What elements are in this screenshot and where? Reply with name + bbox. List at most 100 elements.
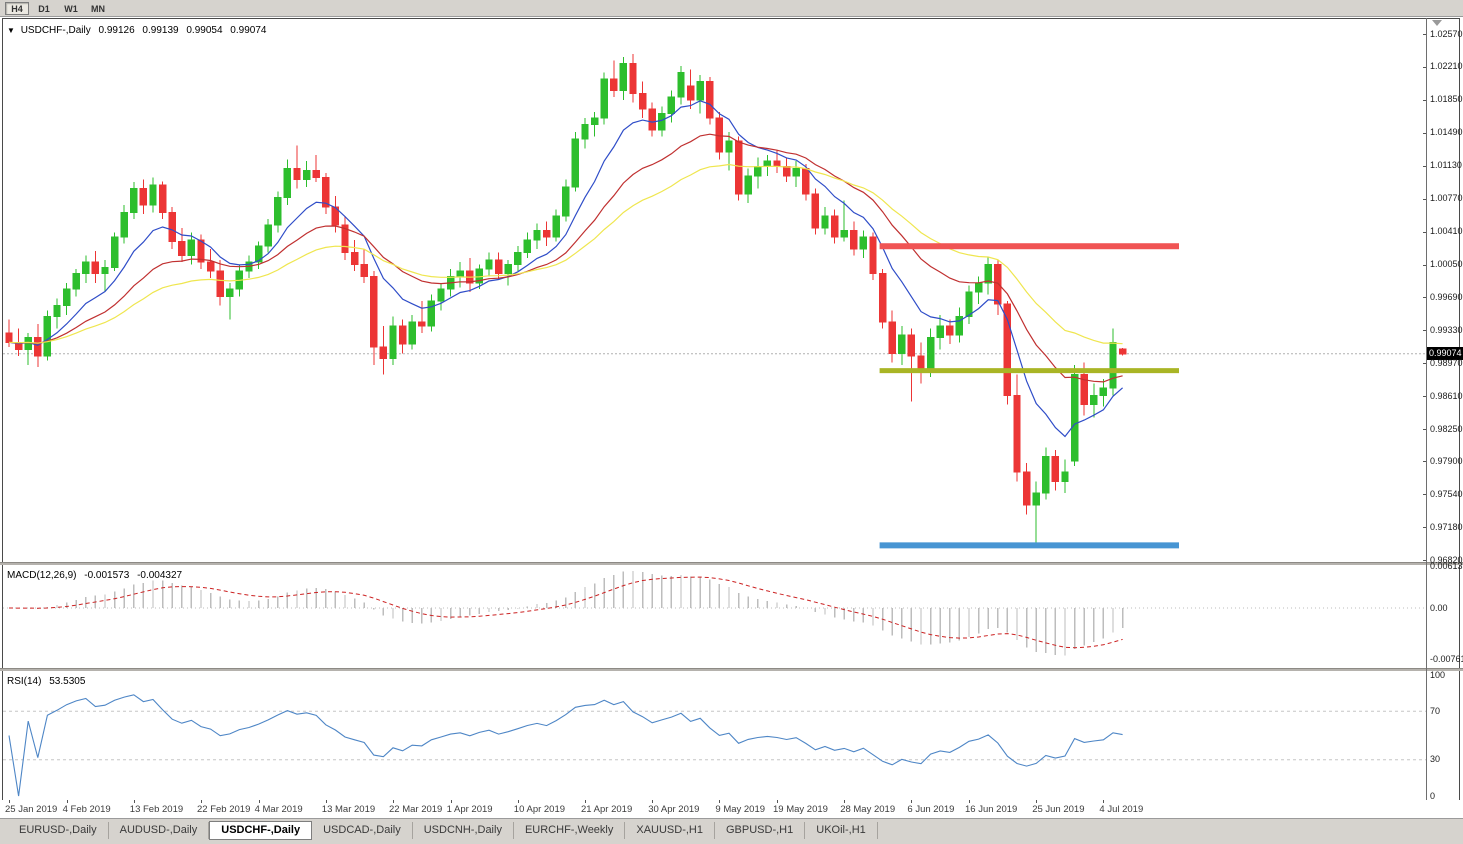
candle (706, 76, 714, 125)
candle (91, 250, 100, 283)
price-axis-label: 0.97180 (1430, 521, 1463, 532)
price-axis-label: 1.02570 (1430, 28, 1463, 39)
chart-tab-usdchf[interactable]: USDCHF-,Daily (209, 821, 313, 840)
timeframe-button-h4[interactable]: H4 (5, 1, 29, 15)
candle (994, 259, 1002, 315)
ma-slow-line (8, 163, 1123, 345)
candle (974, 276, 983, 304)
candle (1099, 378, 1108, 407)
candle-body (754, 166, 762, 177)
chart-tab-audusd[interactable]: AUDUSD-,Daily (109, 822, 210, 839)
candle-body (840, 230, 848, 238)
rsi-canvas[interactable] (3, 671, 1426, 800)
panel-splitter-rsi[interactable] (0, 668, 1463, 671)
date-axis-tick (517, 800, 519, 803)
macd-canvas[interactable] (3, 565, 1426, 668)
price-axis-label: 1.00770 (1430, 193, 1463, 204)
candle (677, 66, 685, 105)
candle (610, 60, 618, 98)
rsi-axis-label: 100 (1430, 669, 1446, 680)
candle-body (341, 224, 349, 254)
candle-body (869, 236, 877, 275)
candle (216, 259, 224, 306)
chart-tab-ukoil[interactable]: UKOil-,H1 (805, 822, 878, 839)
candle-body (802, 167, 810, 195)
candle (437, 282, 445, 311)
candle (859, 230, 868, 259)
candle (82, 255, 90, 283)
candle-body (571, 138, 580, 188)
timeframe-toolbar: H4 D1 W1 MN (0, 0, 1463, 17)
chart-tab-xauusd[interactable]: XAUUSD-,H1 (625, 822, 715, 839)
candle (389, 316, 397, 366)
candle-body (293, 167, 301, 180)
candle (1051, 450, 1060, 491)
ohlc-low: 0.99054 (186, 25, 223, 36)
price-axis-label: 0.96820 (1430, 554, 1463, 565)
candle-body (581, 124, 589, 140)
candle (379, 325, 388, 375)
candle (1022, 463, 1031, 515)
candle (370, 270, 378, 366)
candle (1013, 374, 1021, 482)
price-axis-tick (1423, 165, 1426, 167)
candle-body (254, 245, 263, 263)
collapse-icon[interactable]: ▼ (7, 26, 15, 35)
main-chart-canvas[interactable] (3, 19, 1426, 562)
date-axis-tick (911, 800, 913, 803)
candle (72, 269, 80, 297)
candle-body (648, 108, 656, 131)
candle (5, 319, 13, 347)
price-axis-tick (1423, 461, 1426, 463)
chart-tab-eurchf[interactable]: EURCHF-,Weekly (514, 822, 626, 839)
price-axis-separator (1426, 18, 1427, 800)
chart-window[interactable]: ▼ USDCHF-,Daily 0.99126 0.99139 0.99054 … (0, 17, 1463, 818)
price-axis-label: 0.98250 (1430, 423, 1463, 434)
candle-body (888, 321, 896, 354)
candle (658, 106, 666, 137)
candle (120, 205, 128, 244)
timeframe-button-d1[interactable]: D1 (38, 3, 50, 14)
candle (158, 181, 167, 219)
price-axis-label: 0.99330 (1430, 324, 1463, 335)
candle (1032, 481, 1040, 549)
candle-body (331, 206, 340, 226)
price-axis-tick (1423, 560, 1426, 561)
candle-body (1109, 341, 1117, 389)
candle-body (120, 211, 128, 238)
candle-body (619, 62, 628, 92)
panel-splitter-macd[interactable] (0, 562, 1463, 565)
support-mid-olive (879, 368, 1179, 374)
candle-body (955, 316, 964, 336)
timeframe-button-w1[interactable]: W1 (64, 3, 78, 14)
timeframe-button-mn[interactable]: MN (91, 3, 105, 14)
price-axis-label: 1.02210 (1430, 61, 1463, 72)
candle (850, 221, 858, 256)
candle-body (859, 236, 868, 250)
price-axis-tick (1423, 330, 1426, 332)
candle-body (792, 167, 800, 177)
candle (571, 131, 580, 192)
ma-fast-line (8, 100, 1123, 438)
candle (869, 232, 877, 281)
candle-body (1042, 456, 1050, 494)
chart-tab-eurusd[interactable]: EURUSD-,Daily (8, 822, 109, 839)
price-axis-label: 0.97900 (1430, 455, 1463, 466)
price-axis-tick (1423, 198, 1426, 200)
candle-body (5, 332, 13, 343)
candle (734, 136, 743, 201)
chart-tab-usdcad[interactable]: USDCAD-,Daily (312, 822, 413, 839)
date-axis[interactable]: 25 Jan 2019 4 Feb 2019 13 Feb 2019 22 Feb 2… (0, 800, 1463, 818)
date-axis-tick (969, 800, 970, 803)
candle-body (523, 239, 532, 254)
candle-body (1022, 471, 1031, 506)
candle-body (542, 230, 551, 238)
candle-body (350, 252, 359, 266)
candle-body (677, 71, 685, 98)
candle-body (1099, 387, 1108, 396)
candle (408, 314, 416, 350)
price-axis-tick (1423, 396, 1426, 398)
date-axis-label: 4 Jul 2019 (1099, 804, 1144, 815)
chart-tab-gbpusd[interactable]: GBPUSD-,H1 (715, 822, 806, 839)
chart-tab-usdcnh[interactable]: USDCNH-,Daily (413, 822, 514, 839)
